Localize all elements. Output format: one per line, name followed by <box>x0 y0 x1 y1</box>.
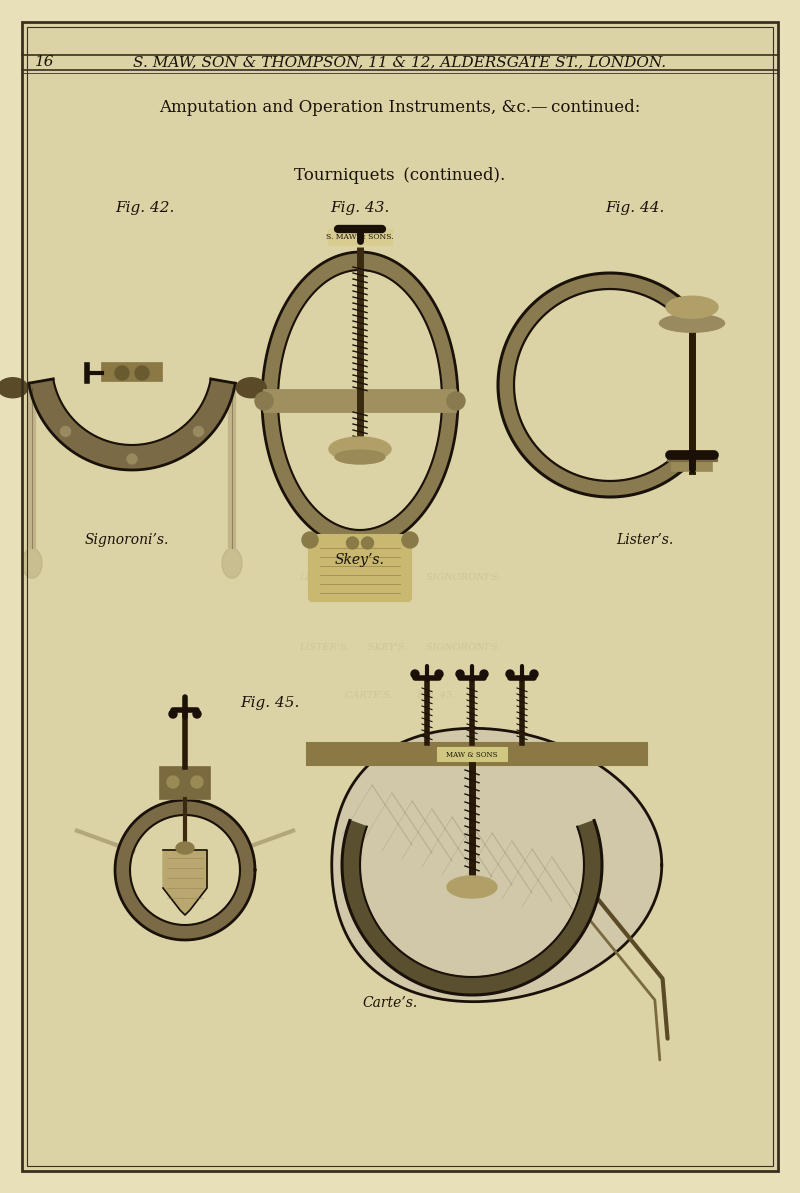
Circle shape <box>456 670 464 678</box>
Circle shape <box>447 392 465 410</box>
Circle shape <box>435 670 443 678</box>
Ellipse shape <box>176 842 194 854</box>
Polygon shape <box>332 729 662 1002</box>
Text: CARTE'S.        Fig. 45.: CARTE'S. Fig. 45. <box>345 691 455 699</box>
Ellipse shape <box>666 296 718 319</box>
Circle shape <box>302 532 318 548</box>
Polygon shape <box>498 273 682 497</box>
Circle shape <box>411 670 419 678</box>
Bar <box>264 390 456 412</box>
Circle shape <box>530 670 538 678</box>
Circle shape <box>362 537 374 549</box>
Text: Fig. 42.: Fig. 42. <box>115 200 174 215</box>
Circle shape <box>191 775 203 789</box>
Circle shape <box>402 532 418 548</box>
Polygon shape <box>262 252 458 548</box>
Text: Signoroni’s.: Signoroni’s. <box>85 533 169 548</box>
Text: LISTER'S.      SKEY'S.      SIGNORONI'S.: LISTER'S. SKEY'S. SIGNORONI'S. <box>299 573 501 581</box>
Text: Fig. 43.: Fig. 43. <box>330 200 390 215</box>
Text: MAW & SONS: MAW & SONS <box>446 752 498 759</box>
Polygon shape <box>29 379 235 470</box>
Bar <box>437 747 507 761</box>
Text: Carte’s.: Carte’s. <box>362 996 418 1010</box>
Polygon shape <box>163 849 207 915</box>
Text: Lister’s.: Lister’s. <box>616 533 674 548</box>
Polygon shape <box>115 801 255 940</box>
Circle shape <box>167 775 179 789</box>
Ellipse shape <box>236 378 266 397</box>
Circle shape <box>61 426 70 437</box>
Ellipse shape <box>335 450 385 464</box>
Circle shape <box>169 710 177 718</box>
Circle shape <box>135 366 149 381</box>
Text: S. MAW, SON & THOMPSON, 11 & 12, ALDERSGATE ST., LONDON.: S. MAW, SON & THOMPSON, 11 & 12, ALDERSG… <box>134 56 666 69</box>
Circle shape <box>506 670 514 678</box>
Bar <box>102 363 162 381</box>
Text: S. MAW & SONS.: S. MAW & SONS. <box>326 233 394 241</box>
Circle shape <box>346 537 358 549</box>
Text: LISTER'S.      SKEY'S.      SIGNORONI'S.: LISTER'S. SKEY'S. SIGNORONI'S. <box>299 643 501 653</box>
Text: 16: 16 <box>35 56 54 69</box>
Ellipse shape <box>447 876 497 898</box>
Bar <box>307 743 647 765</box>
Text: Amputation and Operation Instruments, &c.— continued:: Amputation and Operation Instruments, &c… <box>159 99 641 117</box>
FancyBboxPatch shape <box>309 534 411 601</box>
Bar <box>672 457 712 471</box>
Circle shape <box>255 392 273 410</box>
Circle shape <box>194 426 203 437</box>
Polygon shape <box>342 821 602 995</box>
Bar <box>160 767 210 799</box>
Ellipse shape <box>222 549 242 579</box>
Text: Tourniquets  (continued).: Tourniquets (continued). <box>294 167 506 184</box>
Text: Fig. 45.: Fig. 45. <box>240 696 300 710</box>
Ellipse shape <box>22 549 42 579</box>
Ellipse shape <box>329 437 391 460</box>
Circle shape <box>127 455 137 464</box>
Ellipse shape <box>659 314 725 332</box>
Bar <box>667 455 717 460</box>
Bar <box>328 229 392 245</box>
Ellipse shape <box>0 378 28 397</box>
Circle shape <box>193 710 201 718</box>
Circle shape <box>115 366 129 381</box>
Text: Fig. 44.: Fig. 44. <box>606 200 665 215</box>
Text: Skey’s.: Skey’s. <box>335 554 385 567</box>
Circle shape <box>480 670 488 678</box>
